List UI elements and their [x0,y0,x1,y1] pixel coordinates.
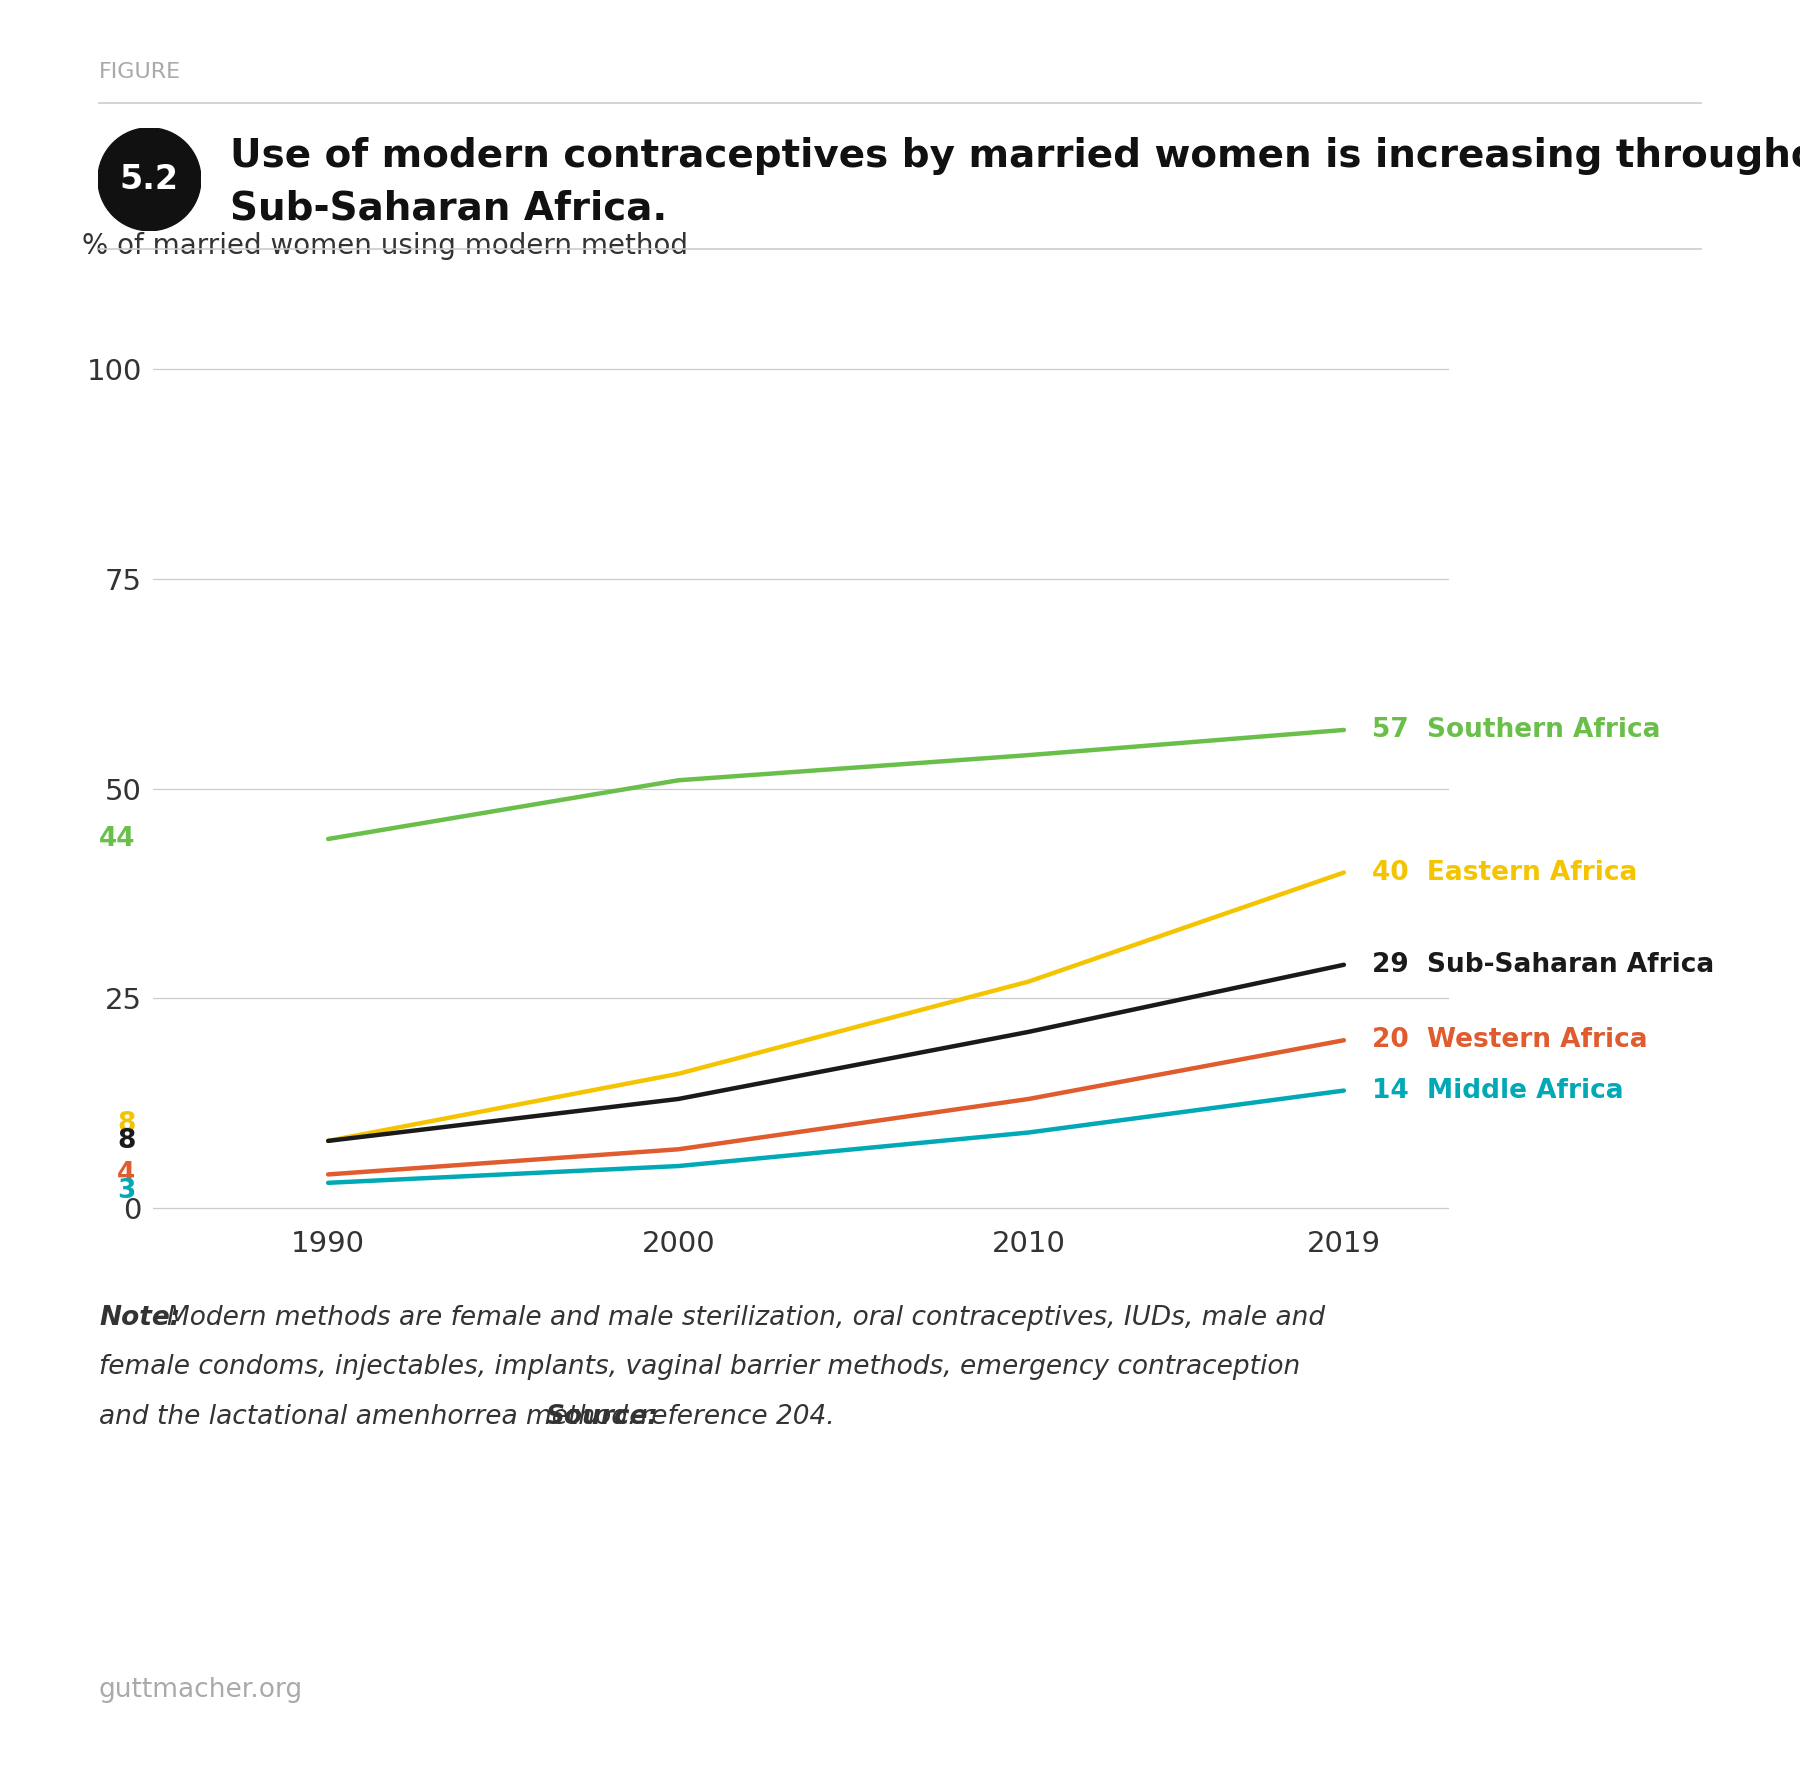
Circle shape [97,128,202,231]
Text: 57  Southern Africa: 57 Southern Africa [1372,717,1660,744]
Text: 8: 8 [117,1127,135,1154]
Text: reference 204.: reference 204. [632,1404,835,1431]
Text: 14  Middle Africa: 14 Middle Africa [1372,1077,1624,1104]
Text: Source:: Source: [545,1404,659,1431]
Text: FIGURE: FIGURE [99,62,182,82]
Text: 20  Western Africa: 20 Western Africa [1372,1028,1647,1053]
Text: 8: 8 [117,1111,135,1138]
Text: 40  Eastern Africa: 40 Eastern Africa [1372,859,1638,886]
Text: and the lactational amenhorrea method.: and the lactational amenhorrea method. [99,1404,644,1431]
Text: 4: 4 [117,1161,135,1187]
Text: % of married women using modern method: % of married women using modern method [81,233,688,261]
Text: 44: 44 [99,825,135,852]
Text: Sub-Saharan Africa.: Sub-Saharan Africa. [230,190,668,227]
Text: female condoms, injectables, implants, vaginal barrier methods, emergency contra: female condoms, injectables, implants, v… [99,1354,1300,1381]
Text: 5.2: 5.2 [121,163,178,195]
Text: Modern methods are female and male sterilization, oral contraceptives, IUDs, mal: Modern methods are female and male steri… [167,1305,1325,1331]
Text: Note:: Note: [99,1305,180,1331]
Text: guttmacher.org: guttmacher.org [99,1677,302,1704]
Text: 29  Sub-Saharan Africa: 29 Sub-Saharan Africa [1372,951,1714,978]
Text: 3: 3 [117,1179,135,1203]
Text: Use of modern contraceptives by married women is increasing throughout: Use of modern contraceptives by married … [230,137,1800,174]
